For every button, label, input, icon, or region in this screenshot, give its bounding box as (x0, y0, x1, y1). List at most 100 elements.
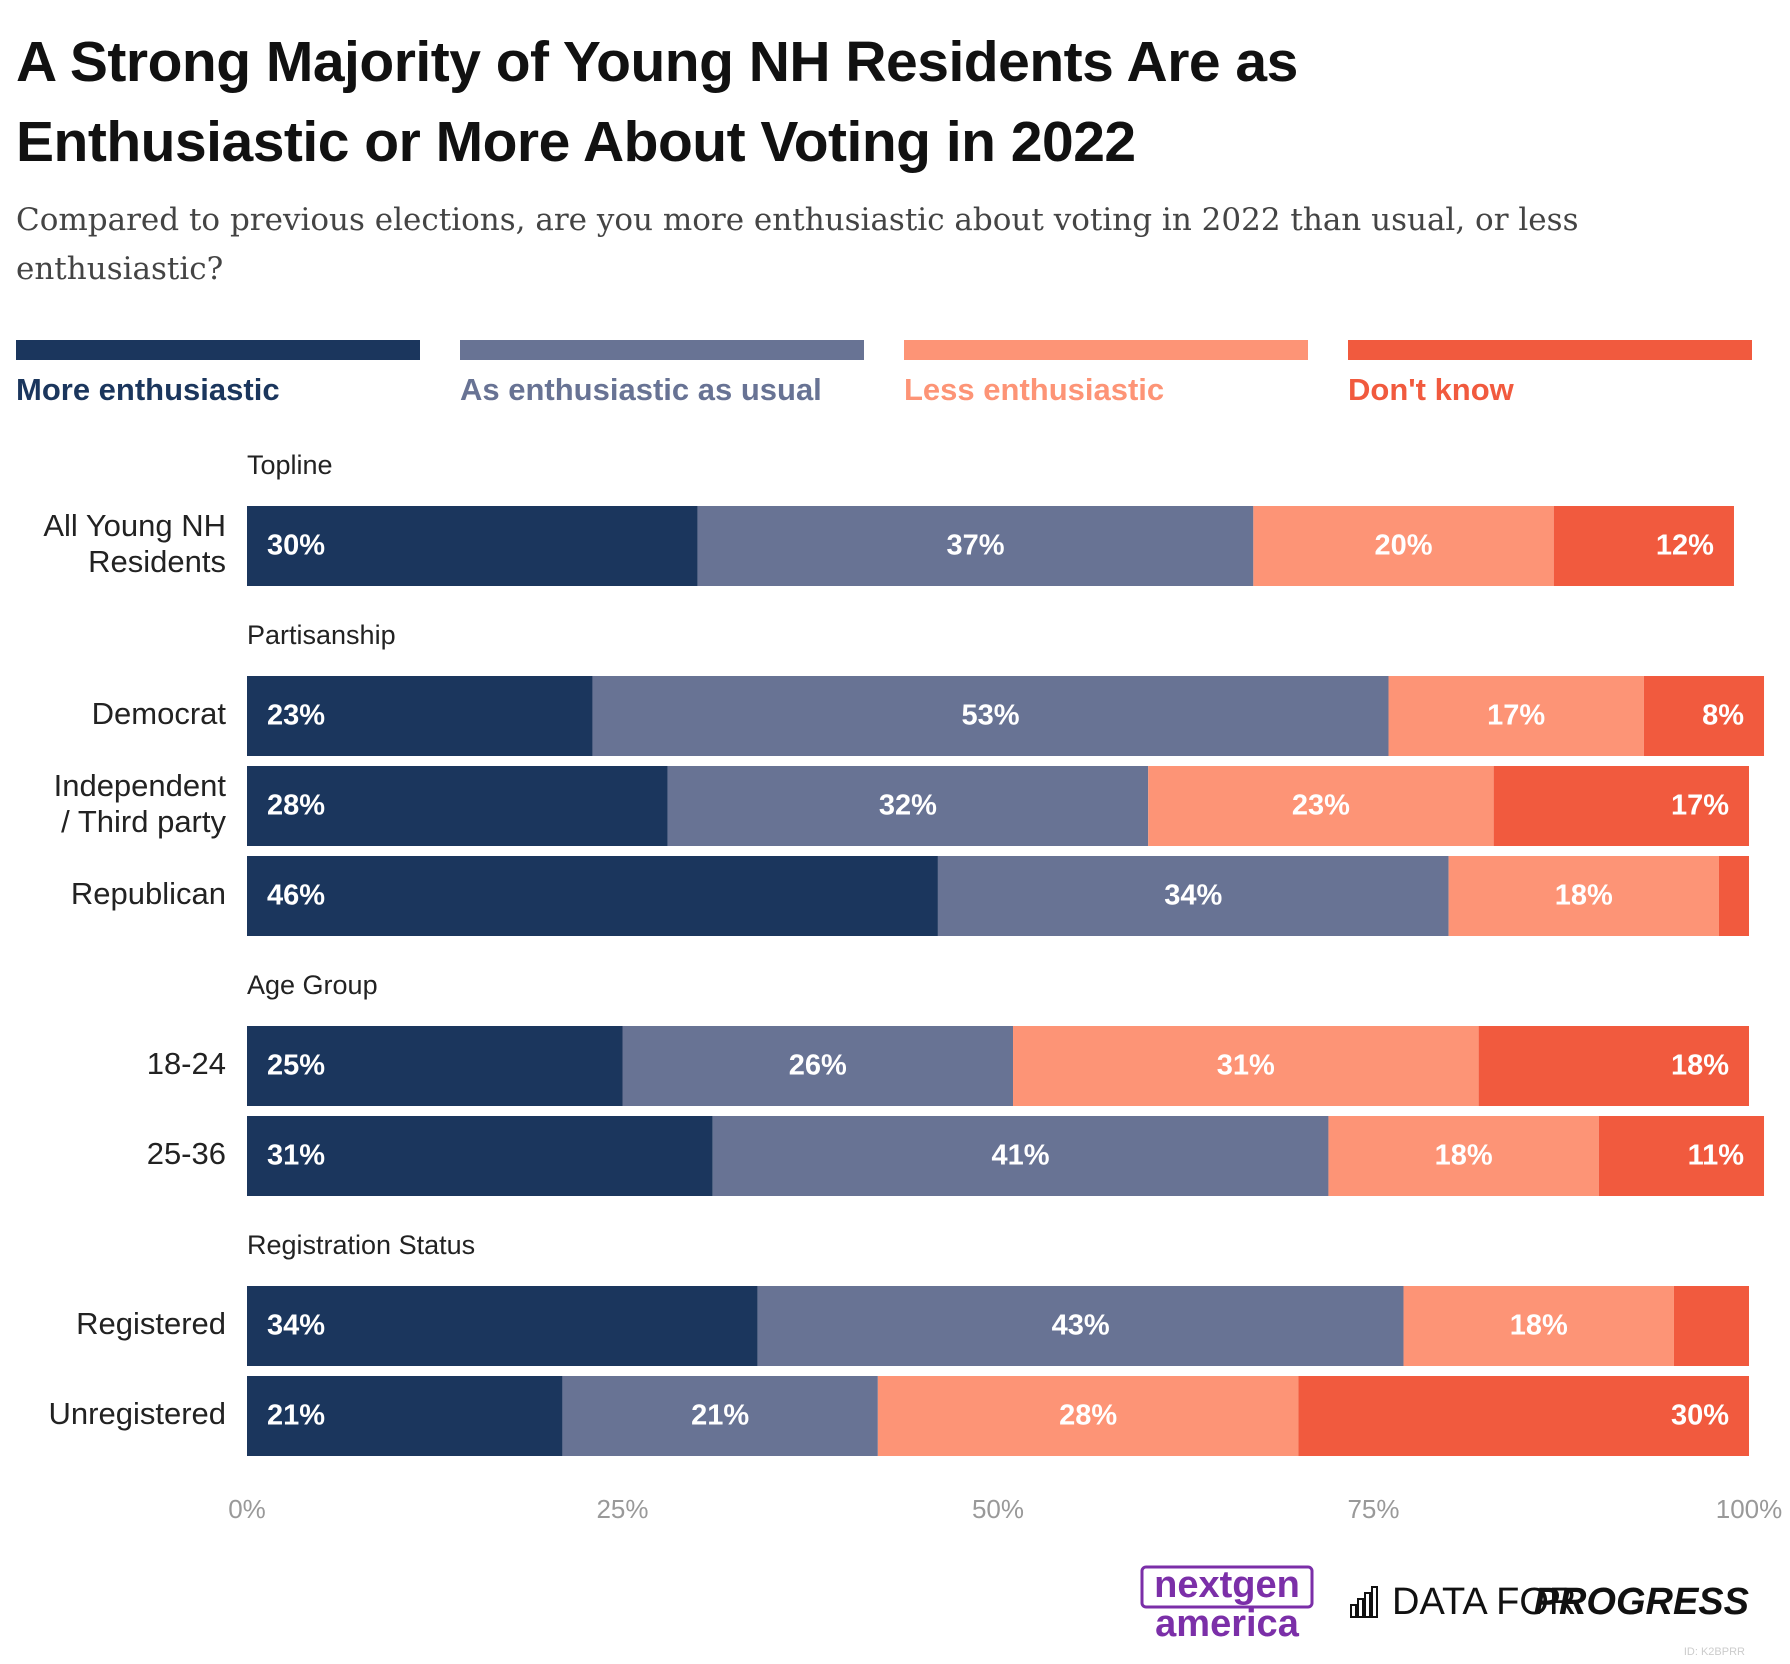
bar-segment (1598, 1116, 1765, 1196)
value-label: 18% (1510, 1310, 1568, 1342)
legend-label: Less enthusiastic (904, 372, 1165, 407)
legend-item: Don't know (1348, 340, 1752, 408)
bar-segment (1298, 1376, 1749, 1456)
bar-segment (247, 1116, 713, 1196)
bar-segment (1493, 766, 1749, 846)
category-label: 18-24 (147, 1046, 226, 1081)
brand-icon (1371, 1586, 1378, 1618)
bar-segment (1013, 1026, 1479, 1106)
legend-swatch (460, 340, 864, 360)
value-label: 37% (946, 530, 1004, 562)
bar-segment (1148, 766, 1494, 846)
legend-item: Less enthusiastic (904, 340, 1308, 408)
category-label: Registered (76, 1306, 226, 1341)
bar-segment (1253, 506, 1554, 586)
legend-swatch (16, 340, 420, 360)
bar-segment (1673, 1286, 1749, 1366)
value-label: 26% (789, 1050, 847, 1082)
category-label: Unregistered (49, 1396, 226, 1431)
bar-segment (622, 1026, 1014, 1106)
x-tick-label: 75% (1347, 1494, 1399, 1524)
bar-segment (1478, 1026, 1749, 1106)
bar-segment (1718, 856, 1749, 936)
value-label: 31% (1217, 1050, 1275, 1082)
value-label: 43% (1052, 1310, 1110, 1342)
logo-text: america (1155, 1603, 1300, 1645)
bar-segment (697, 506, 1254, 586)
chart-id: ID: K2BPRR (1684, 1646, 1745, 1658)
value-label: 21% (691, 1400, 749, 1432)
bar-segment (1403, 1286, 1674, 1366)
bar-segment (1388, 676, 1644, 756)
bar-segment (562, 1376, 878, 1456)
bar-segment (937, 856, 1449, 936)
legend-item: More enthusiastic (16, 340, 420, 408)
value-label: 34% (1164, 880, 1222, 912)
value-label: 20% (1375, 530, 1433, 562)
brand-icon (1357, 1598, 1364, 1618)
value-label: 30% (267, 530, 325, 562)
category-label: Republican (71, 876, 226, 911)
value-label: 53% (961, 700, 1019, 732)
logo-text: nextgen (1154, 1564, 1300, 1606)
bar-segment (712, 1116, 1329, 1196)
group-label: Registration Status (247, 1230, 475, 1260)
category-label: Independent / Third party (54, 768, 227, 839)
value-label: 25% (267, 1050, 325, 1082)
value-label: 18% (1435, 1140, 1493, 1172)
brand-icon (1350, 1604, 1357, 1618)
value-label: 12% (1656, 530, 1714, 562)
value-label: 46% (267, 880, 325, 912)
value-label: 18% (1671, 1050, 1729, 1082)
logo-frame (1140, 1565, 1314, 1609)
x-tick-label: 25% (596, 1494, 648, 1524)
bar-segment (877, 1376, 1299, 1456)
value-label: 32% (879, 790, 937, 822)
bar-segment (667, 766, 1149, 846)
legend-swatch (1348, 340, 1752, 360)
value-label: 23% (1292, 790, 1350, 822)
bar-segment (592, 676, 1389, 756)
bar-segment (247, 1286, 758, 1366)
legend-label: Don't know (1348, 372, 1514, 407)
value-label: 11% (1688, 1140, 1745, 1172)
value-label: 23% (267, 700, 325, 732)
value-label: 31% (267, 1140, 325, 1172)
value-label: 17% (1487, 700, 1545, 732)
value-label: 21% (267, 1400, 325, 1432)
bar-segment (247, 506, 698, 586)
category-label: All Young NH Residents (43, 508, 226, 579)
bar-segment (247, 1026, 623, 1106)
group-label: Topline (247, 450, 333, 480)
category-label: 25-36 (147, 1136, 226, 1171)
bar-segment (1328, 1116, 1599, 1196)
bar-segment (247, 856, 938, 936)
bar-segment (757, 1286, 1404, 1366)
chart-title: A Strong Majority of Young NH Residents … (16, 30, 1298, 174)
brand-icon (1364, 1592, 1371, 1618)
value-label: 41% (992, 1140, 1050, 1172)
value-label: 18% (1555, 880, 1613, 912)
value-label: 17% (1671, 790, 1729, 822)
value-label: 28% (267, 790, 325, 822)
brand-text: DATA FOR (1392, 1581, 1576, 1623)
bar-segment (247, 676, 593, 756)
bar-segment (1643, 676, 1765, 756)
legend-label: More enthusiastic (16, 372, 280, 407)
group-label: Age Group (247, 970, 378, 1000)
bar-segment (247, 1376, 563, 1456)
x-tick-label: 50% (972, 1494, 1024, 1524)
bar-segment (1448, 856, 1719, 936)
value-label: 34% (267, 1310, 325, 1342)
value-label: 28% (1059, 1400, 1117, 1432)
bar-segment (1553, 506, 1734, 586)
value-label: 30% (1671, 1400, 1729, 1432)
bar-segment (247, 766, 668, 846)
x-tick-label: 100% (1716, 1494, 1783, 1524)
legend-swatch (904, 340, 1308, 360)
chart-subtitle: Compared to previous elections, are you … (16, 202, 1579, 287)
legend-label: As enthusiastic as usual (460, 372, 822, 407)
value-label: 8% (1702, 700, 1744, 732)
